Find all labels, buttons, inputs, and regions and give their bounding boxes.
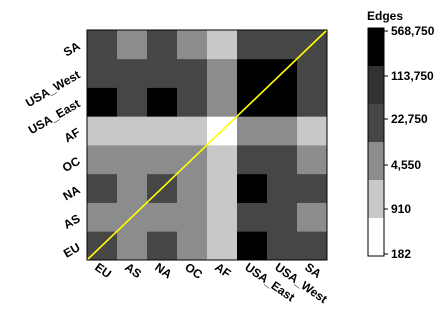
heatmap-cell — [177, 173, 208, 203]
legend-labels: 568,750 113,750 22,750 4,550 910 182 — [384, 24, 435, 261]
heatmap-cell — [267, 231, 298, 261]
y-tick-label: EU — [61, 240, 82, 260]
heatmap-cell — [87, 58, 118, 88]
heatmap-cell — [237, 202, 268, 232]
heatmap-cell — [237, 30, 268, 60]
y-tick-label: SA — [61, 39, 83, 60]
y-tick-label: NA — [60, 182, 82, 203]
heatmap-cell — [297, 116, 328, 146]
legend-bin — [368, 142, 384, 180]
legend-label: 910 — [391, 202, 411, 216]
heatmap-cell — [207, 30, 238, 60]
heatmap-cell — [267, 87, 298, 117]
heatmap-cell — [87, 173, 118, 203]
heatmap-cell — [117, 145, 148, 175]
legend-frame — [367, 27, 385, 257]
heatmap-cell — [117, 116, 148, 146]
heatmap-cell — [147, 30, 178, 60]
legend-bin — [368, 66, 384, 104]
heatmap-cell — [87, 202, 118, 232]
heatmap-cell — [207, 145, 238, 175]
legend-label: 22,750 — [391, 112, 428, 126]
heatmap-cells — [87, 30, 328, 261]
heatmap-cell — [177, 58, 208, 88]
heatmap-cell — [147, 116, 178, 146]
x-tick-label: OC — [182, 260, 205, 282]
heatmap-cell — [207, 87, 238, 117]
heatmap-cell — [87, 116, 118, 146]
heatmap-cell — [117, 173, 148, 203]
x-tick-label: EU — [92, 260, 114, 281]
heatmap-cell — [237, 116, 268, 146]
heatmap-cell — [267, 116, 298, 146]
heatmap-cell — [117, 87, 148, 117]
legend-bin — [368, 218, 384, 256]
heatmap-cell — [237, 58, 268, 88]
y-tick-label: AF — [62, 125, 83, 145]
legend-bin — [368, 28, 384, 66]
heatmap-cell — [207, 202, 238, 232]
x-tick-label: NA — [152, 260, 175, 282]
heatmap-cell — [297, 58, 328, 88]
y-tick-label: AS — [61, 211, 82, 231]
heatmap-cell — [237, 231, 268, 261]
legend-label: 568,750 — [391, 24, 435, 38]
diagonal-line — [86, 29, 328, 261]
heatmap-cell — [207, 231, 238, 261]
x-tick-label: AF — [212, 260, 233, 281]
x-tick-label: AS — [122, 260, 144, 281]
heatmap-cell — [147, 87, 178, 117]
plot-frame — [86, 29, 328, 261]
heatmap-cell — [117, 30, 148, 60]
heatmap-cell — [267, 202, 298, 232]
heatmap-cell — [147, 231, 178, 261]
heatmap-cell — [87, 30, 118, 60]
heatmap-cell — [177, 30, 208, 60]
color-legend: Edges 568,750 113,750 22,750 4,550 910 182 — [367, 9, 435, 261]
heatmap-cell — [177, 116, 208, 146]
legend-label: 4,550 — [391, 158, 421, 172]
heatmap-cell — [177, 202, 208, 232]
heatmap-cell — [297, 231, 328, 261]
heatmap-cell — [117, 231, 148, 261]
heatmap-cell — [147, 202, 178, 232]
legend-label: 182 — [391, 247, 411, 261]
heatmap-cell — [87, 145, 118, 175]
heatmap-cell — [297, 145, 328, 175]
heatmap-cell — [267, 173, 298, 203]
heatmap-cell — [177, 87, 208, 117]
legend-bin — [368, 104, 384, 142]
heatmap-cell — [297, 87, 328, 117]
heatmap-cell — [207, 173, 238, 203]
heatmap-cell — [237, 145, 268, 175]
heatmap-cell — [147, 58, 178, 88]
heatmap-cell — [207, 58, 238, 88]
heatmap-cell — [297, 202, 328, 232]
heatmap-cell — [147, 145, 178, 175]
heatmap-cell — [117, 58, 148, 88]
legend-title: Edges — [367, 9, 403, 23]
heatmap-cell — [267, 145, 298, 175]
heatmap-cell — [297, 173, 328, 203]
heatmap-cell — [87, 87, 118, 117]
y-tick-label: OC — [60, 154, 83, 175]
legend-bins — [367, 27, 385, 257]
heatmap-cell — [237, 173, 268, 203]
heatmap-cell — [267, 30, 298, 60]
legend-label: 113,750 — [391, 69, 434, 83]
heatmap-cell — [177, 231, 208, 261]
legend-bin — [368, 180, 384, 218]
